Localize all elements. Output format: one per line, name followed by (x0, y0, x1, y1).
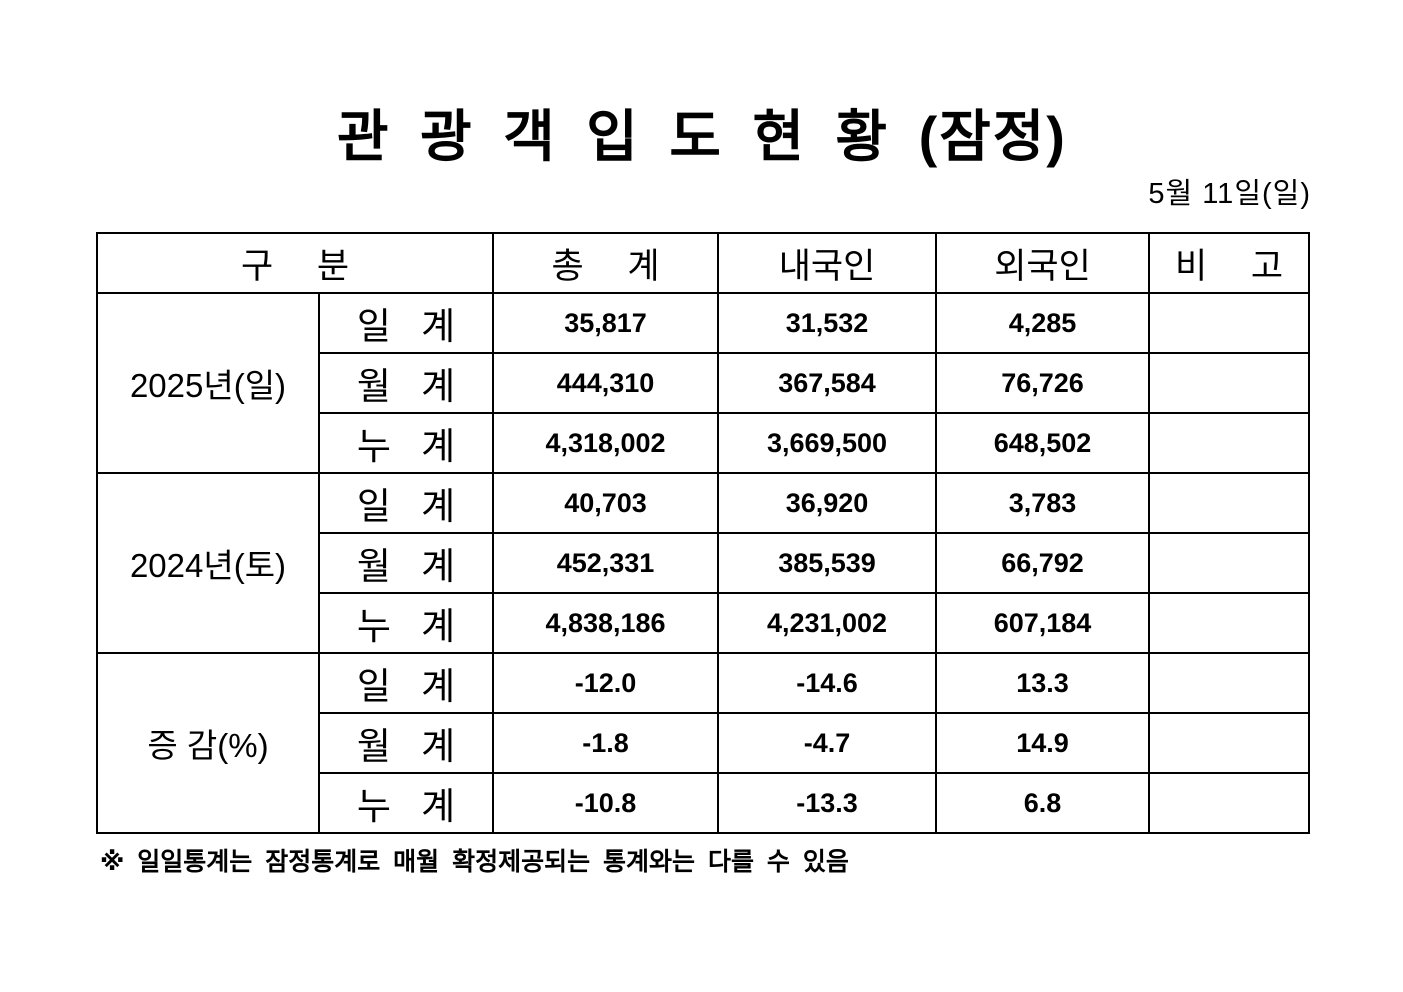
tourist-arrivals-table: 구 분 총 계 내국인 외국인 비 고 2025년(일) 일 계 35,817 … (96, 232, 1310, 834)
foreign-value: 13.3 (935, 652, 1150, 714)
row-label: 누 계 (318, 412, 494, 474)
total-value: 4,318,002 (492, 412, 719, 474)
domestic-value: -13.3 (717, 772, 937, 834)
table-row: 2025년(일) 일 계 35,817 31,532 4,285 (96, 292, 1310, 474)
remark-cell (1148, 472, 1310, 534)
header-total: 총 계 (492, 232, 719, 294)
total-value: 40,703 (492, 472, 719, 534)
total-value: 444,310 (492, 352, 719, 414)
table-row: 월 계 444,310 367,584 76,726 (97, 352, 1310, 414)
remark-cell (1148, 772, 1310, 834)
year-group-label-2025: 2025년(일) (96, 292, 320, 474)
row-label: 일 계 (318, 472, 494, 534)
table-row: 누 계 4,318,002 3,669,500 648,502 (97, 412, 1310, 474)
remark-cell (1148, 712, 1310, 774)
row-label: 일 계 (318, 652, 494, 714)
table-row: 2024년(토) 일 계 40,703 36,920 3,783 (96, 472, 1310, 654)
page-title: 관 광 객 입 도 현 황 (잠정) (337, 105, 1067, 168)
total-value: 35,817 (492, 292, 719, 354)
domestic-value: -4.7 (717, 712, 937, 774)
table-row: 월 계 452,331 385,539 66,792 (97, 532, 1310, 594)
footnote: ※ 일일통계는 잠정통계로 매월 확정제공되는 통계와는 다를 수 있음 (100, 848, 849, 876)
row-label: 누 계 (318, 592, 494, 654)
total-value: -10.8 (492, 772, 719, 834)
foreign-value: 3,783 (935, 472, 1150, 534)
domestic-value: 4,231,002 (717, 592, 937, 654)
row-label: 월 계 (318, 532, 494, 594)
year-group-label-change: 증 감(%) (96, 652, 320, 834)
year-group-label-2024: 2024년(토) (96, 472, 320, 654)
table-row: 누 계 -10.8 -13.3 6.8 (97, 772, 1310, 834)
header-domestic: 내국인 (717, 232, 937, 294)
table-row: 월 계 -1.8 -4.7 14.9 (97, 712, 1310, 774)
remark-cell (1148, 592, 1310, 654)
domestic-value: 3,669,500 (717, 412, 937, 474)
foreign-value: 607,184 (935, 592, 1150, 654)
row-label: 일 계 (318, 292, 494, 354)
domestic-value: 367,584 (717, 352, 937, 414)
header-remarks: 비 고 (1148, 232, 1310, 294)
remark-cell (1148, 412, 1310, 474)
total-value: -1.8 (492, 712, 719, 774)
remark-cell (1148, 352, 1310, 414)
row-label: 월 계 (318, 712, 494, 774)
header-row: 구 분 총 계 내국인 외국인 비 고 (96, 232, 1310, 294)
remark-cell (1148, 532, 1310, 594)
row-label: 누 계 (318, 772, 494, 834)
header-category: 구 분 (96, 232, 494, 294)
row-label: 월 계 (318, 352, 494, 414)
total-value: -12.0 (492, 652, 719, 714)
foreign-value: 66,792 (935, 532, 1150, 594)
total-value: 452,331 (492, 532, 719, 594)
domestic-value: -14.6 (717, 652, 937, 714)
remark-cell (1148, 652, 1310, 714)
domestic-value: 36,920 (717, 472, 937, 534)
foreign-value: 14.9 (935, 712, 1150, 774)
foreign-value: 648,502 (935, 412, 1150, 474)
table-row: 누 계 4,838,186 4,231,002 607,184 (97, 592, 1310, 654)
foreign-value: 6.8 (935, 772, 1150, 834)
table-row: 증 감(%) 일 계 -12.0 -14.6 13.3 (96, 652, 1310, 834)
domestic-value: 385,539 (717, 532, 937, 594)
foreign-value: 76,726 (935, 352, 1150, 414)
total-value: 4,838,186 (492, 592, 719, 654)
foreign-value: 4,285 (935, 292, 1150, 354)
remark-cell (1148, 292, 1310, 354)
report-date: 5월 11일(일) (1148, 178, 1311, 210)
header-foreign: 외국인 (935, 232, 1150, 294)
domestic-value: 31,532 (717, 292, 937, 354)
